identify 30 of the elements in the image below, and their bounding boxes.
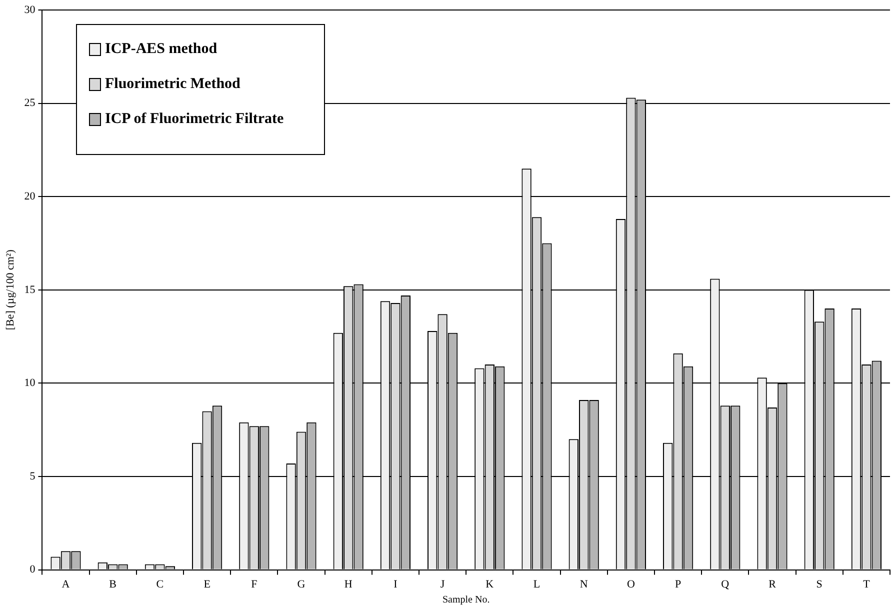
x-tick-label: B — [109, 578, 117, 590]
x-tick-label: S — [816, 578, 822, 590]
x-tick-label: P — [674, 578, 682, 590]
x-tick-label: Q — [721, 578, 730, 590]
legend-label: ICP-AES method — [105, 41, 218, 58]
y-tick-label: 0 — [30, 564, 36, 576]
y-tick-label: 30 — [24, 4, 36, 16]
x-tick-label: O — [626, 578, 635, 590]
legend-label: ICP of Fluorimetric Filtrate — [105, 111, 284, 128]
x-axis-title: Sample No. — [442, 594, 490, 606]
x-tick-label: N — [580, 578, 588, 590]
y-tick-label: 15 — [24, 284, 36, 296]
x-tick-label: G — [297, 578, 306, 590]
x-tick-label: R — [768, 578, 777, 590]
x-tick-label: J — [440, 578, 446, 590]
legend-label: Fluorimetric Method — [105, 76, 240, 93]
x-tick-label: C — [156, 578, 164, 590]
x-tick-label: A — [62, 578, 70, 590]
x-tick-label: K — [486, 578, 494, 590]
x-tick-label: H — [344, 578, 352, 590]
x-tick-label: E — [204, 578, 211, 590]
x-tick-label: L — [533, 578, 540, 590]
y-tick-label: 5 — [30, 470, 36, 482]
y-tick-label: 20 — [24, 190, 36, 202]
x-tick-label: I — [394, 578, 398, 590]
x-tick-label: F — [251, 578, 258, 590]
y-tick-label: 25 — [24, 97, 36, 110]
y-tick-label: 10 — [24, 377, 36, 390]
x-tick-label: T — [863, 578, 870, 590]
y-axis-title: [Be] (µg/100 cm²) — [4, 249, 16, 330]
